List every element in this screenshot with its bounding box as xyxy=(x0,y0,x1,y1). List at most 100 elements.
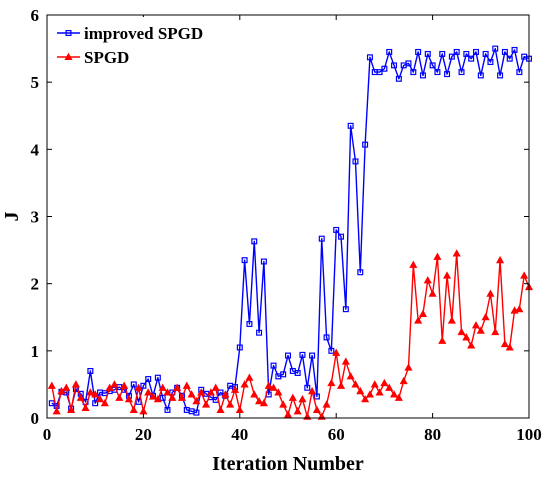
data-point xyxy=(193,409,200,416)
data-point xyxy=(361,394,370,403)
data-point xyxy=(444,71,451,78)
data-point xyxy=(486,289,495,297)
data-point xyxy=(505,343,514,351)
data-point xyxy=(515,304,524,313)
data-point xyxy=(448,53,455,60)
data-point xyxy=(395,75,402,82)
data-point xyxy=(308,386,317,395)
data-point xyxy=(259,398,268,407)
legend-swatch-marker xyxy=(65,30,72,37)
data-point xyxy=(130,381,137,388)
data-point xyxy=(362,141,369,148)
data-point xyxy=(129,405,138,413)
data-point xyxy=(279,400,288,408)
data-point xyxy=(283,410,293,418)
data-point xyxy=(216,405,225,413)
data-point xyxy=(492,45,499,52)
data-point xyxy=(380,378,389,387)
data-point xyxy=(333,226,340,233)
data-point xyxy=(140,382,147,389)
data-point xyxy=(192,396,201,405)
data-point xyxy=(376,69,383,76)
data-point xyxy=(153,394,162,403)
data-point xyxy=(260,258,267,265)
data-point xyxy=(404,363,413,371)
data-point xyxy=(452,249,461,257)
data-point xyxy=(439,50,446,57)
x-tick-labels: 0 20 40 60 80 100 xyxy=(43,425,542,444)
data-point xyxy=(327,378,336,387)
data-point xyxy=(312,405,321,413)
data-point xyxy=(52,407,61,415)
data-point xyxy=(381,65,388,72)
data-point xyxy=(304,384,311,391)
data-point xyxy=(424,50,431,57)
data-point xyxy=(67,405,76,413)
data-point xyxy=(62,383,71,391)
data-point xyxy=(462,333,471,341)
data-point xyxy=(250,390,259,398)
x-tick-label: 60 xyxy=(328,425,345,444)
data-point xyxy=(399,376,408,385)
data-point xyxy=(418,309,428,317)
data-point xyxy=(269,383,278,391)
y-tick-label: 5 xyxy=(31,73,40,92)
data-point xyxy=(496,255,505,264)
data-point xyxy=(357,269,364,276)
data-point xyxy=(288,393,297,401)
data-point xyxy=(423,276,432,284)
data-point xyxy=(134,383,143,391)
data-point xyxy=(481,313,490,321)
data-point xyxy=(520,271,529,279)
data-point xyxy=(76,393,85,401)
data-point xyxy=(366,54,373,61)
data-point xyxy=(100,398,109,407)
data-point xyxy=(472,48,479,55)
data-point xyxy=(293,407,302,415)
data-point xyxy=(370,380,379,388)
x-tick-label: 40 xyxy=(231,425,248,444)
data-point xyxy=(458,69,465,76)
data-point xyxy=(391,62,398,69)
data-point xyxy=(429,62,436,69)
data-point xyxy=(148,392,158,400)
y-tick-label: 2 xyxy=(31,275,40,294)
data-point xyxy=(323,334,330,341)
data-point xyxy=(270,362,277,369)
data-point xyxy=(120,381,129,389)
data-point xyxy=(235,405,244,413)
data-point xyxy=(419,72,426,79)
x-tick-label: 100 xyxy=(516,425,542,444)
x-tick-label: 0 xyxy=(43,425,52,444)
y-axis-label: J xyxy=(1,212,23,222)
data-point xyxy=(477,72,484,79)
data-point xyxy=(516,69,523,76)
data-point xyxy=(294,369,301,376)
data-point xyxy=(221,390,230,398)
data-point xyxy=(405,60,412,67)
data-point xyxy=(230,385,240,393)
data-point xyxy=(163,388,172,396)
data-point xyxy=(236,344,243,351)
data-point xyxy=(328,347,335,354)
y-tick-label: 4 xyxy=(31,140,40,159)
data-point xyxy=(394,393,403,401)
data-point xyxy=(453,48,460,55)
data-point xyxy=(322,400,331,408)
data-point xyxy=(506,55,513,62)
data-point xyxy=(168,393,177,401)
data-point xyxy=(211,383,220,391)
data-point xyxy=(251,238,258,245)
data-point xyxy=(342,306,349,313)
data-point xyxy=(467,341,476,349)
data-point xyxy=(338,233,345,240)
series-layer xyxy=(47,45,534,420)
data-point xyxy=(433,252,442,260)
legend-entry: SPGD xyxy=(57,48,129,67)
data-point xyxy=(92,400,99,407)
data-point xyxy=(187,390,196,398)
legend-box xyxy=(49,17,239,67)
data-point xyxy=(81,403,90,411)
data-point xyxy=(182,381,191,389)
